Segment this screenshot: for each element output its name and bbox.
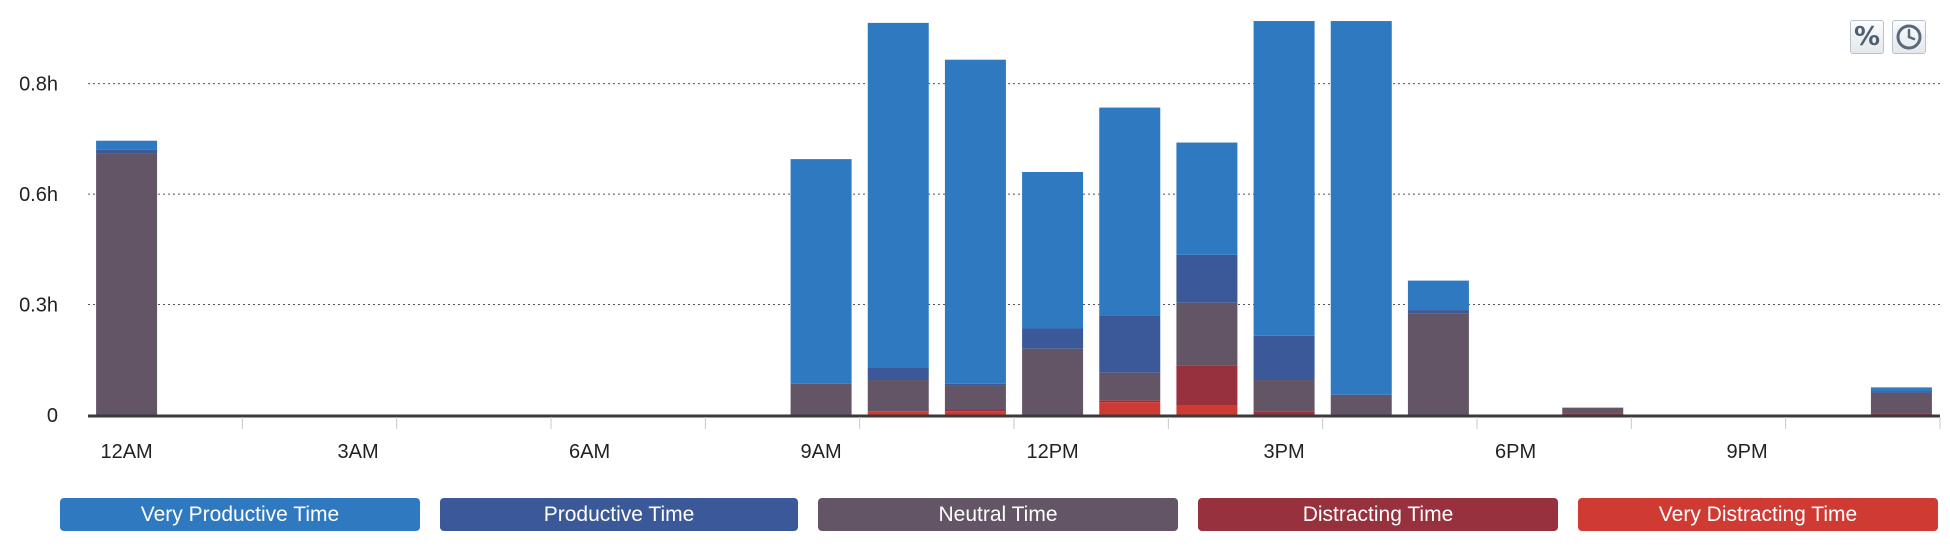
bar-segment[interactable] <box>944 385 1006 410</box>
bar-segment[interactable] <box>944 409 1006 412</box>
bar-segment[interactable] <box>1099 315 1161 373</box>
y-tick-label: 0.8h <box>19 74 58 96</box>
bar-segment[interactable] <box>1870 391 1932 393</box>
x-tick-label: 3PM <box>1264 441 1305 463</box>
bar-segment[interactable] <box>867 411 929 415</box>
bar-segment[interactable] <box>790 159 852 384</box>
legend-label: Very Distracting Time <box>1658 502 1858 526</box>
bar-segment[interactable] <box>1099 107 1161 316</box>
clock-toggle-button[interactable] <box>1892 20 1926 54</box>
bar-segment[interactable] <box>944 411 1006 415</box>
bar-segment[interactable] <box>1176 254 1238 303</box>
bar-segment[interactable] <box>790 383 852 415</box>
bar-segment[interactable] <box>1176 142 1238 255</box>
bar-segment[interactable] <box>1099 372 1161 401</box>
bar-segment[interactable] <box>944 59 1006 384</box>
bar-segment[interactable] <box>944 383 1006 386</box>
bar-segment[interactable] <box>1330 394 1392 415</box>
x-tick-label: 12PM <box>1026 441 1078 463</box>
clock-icon <box>1896 24 1922 50</box>
bar-segment[interactable] <box>1870 387 1932 392</box>
bar-segment[interactable] <box>1022 172 1084 329</box>
legend-label: Very Productive Time <box>140 502 340 526</box>
bar-segment[interactable] <box>1562 407 1624 414</box>
bar-segment[interactable] <box>1407 280 1469 311</box>
bar-segment[interactable] <box>867 380 929 412</box>
bar-segment[interactable] <box>1870 392 1932 414</box>
legend-productive[interactable]: Productive Time <box>440 498 798 531</box>
bar-segment[interactable] <box>1176 302 1238 366</box>
legend-label: Neutral Time <box>938 502 1058 526</box>
bar-segment[interactable] <box>1253 380 1315 412</box>
bar-segment[interactable] <box>1099 402 1161 415</box>
bar-segment[interactable] <box>867 367 929 381</box>
bar-segment[interactable] <box>867 22 929 368</box>
bar-segment[interactable] <box>96 149 158 154</box>
y-tick-label: 0.3h <box>19 295 58 317</box>
bar-segment[interactable] <box>1176 405 1238 415</box>
bar-segment[interactable] <box>1099 400 1161 403</box>
x-tick-label: 12AM <box>100 441 152 463</box>
x-tick-label: 9AM <box>801 441 842 463</box>
bar-segment[interactable] <box>1562 413 1624 415</box>
bar-segment[interactable] <box>1253 21 1315 336</box>
bar-segment[interactable] <box>1870 413 1932 415</box>
legend-label: Productive Time <box>543 502 695 526</box>
legend-very-productive[interactable]: Very Productive Time <box>60 498 420 531</box>
legend-label: Distracting Time <box>1302 502 1454 526</box>
bar-segment[interactable] <box>1176 365 1238 406</box>
bar-segment[interactable] <box>1253 411 1315 415</box>
x-tick-label: 3AM <box>338 441 379 463</box>
bar-segment[interactable] <box>1407 310 1469 314</box>
bar-segment[interactable] <box>96 153 158 415</box>
bar-segment[interactable] <box>1330 21 1392 395</box>
x-tick-label: 6PM <box>1495 441 1536 463</box>
y-tick-label: 0 <box>47 405 58 427</box>
percent-toggle-button[interactable]: % <box>1850 20 1884 54</box>
bar-segment[interactable] <box>96 140 158 150</box>
x-tick-label: 9PM <box>1727 441 1768 463</box>
y-tick-label: 0.6h <box>19 184 58 206</box>
bar-segment[interactable] <box>1022 348 1084 415</box>
bar-segment[interactable] <box>1253 335 1315 381</box>
legend-very-distracting[interactable]: Very Distracting Time <box>1578 498 1938 531</box>
legend-distracting[interactable]: Distracting Time <box>1198 498 1558 531</box>
percent-icon: % <box>1853 22 1881 52</box>
x-tick-label: 6AM <box>569 441 610 463</box>
bar-segment[interactable] <box>1407 313 1469 415</box>
legend-neutral[interactable]: Neutral Time <box>818 498 1178 531</box>
bar-segment[interactable] <box>1022 328 1084 349</box>
